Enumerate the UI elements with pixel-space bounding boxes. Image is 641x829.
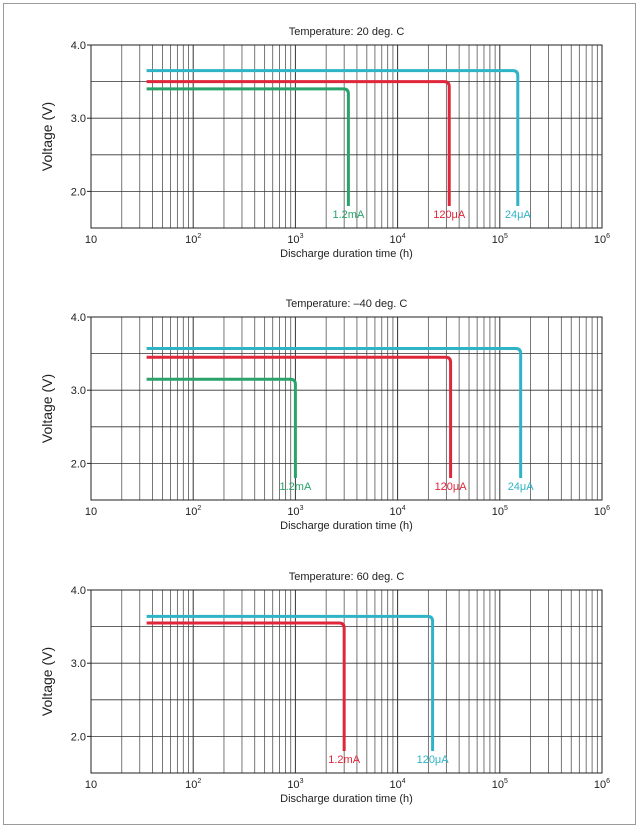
chart-title: Temperature: 20 deg. C — [289, 26, 405, 38]
plot-frame — [90, 44, 603, 229]
x-tick-label: 103 — [287, 505, 303, 518]
y-tick-label: 4.0 — [71, 312, 86, 324]
x-tick-label: 105 — [492, 233, 508, 246]
x-tick-label: 104 — [390, 778, 406, 791]
x-tick-label: 105 — [492, 505, 508, 518]
x-tick-label: 103 — [287, 778, 303, 791]
series-label: 1.2mA — [328, 754, 360, 766]
x-tick-label: 103 — [287, 233, 303, 246]
x-tick-label: 105 — [492, 778, 508, 791]
grid — [91, 590, 602, 773]
series-label: 24μA — [505, 209, 532, 221]
x-tick-label: 10 — [85, 234, 97, 246]
x-tick-label: 106 — [594, 233, 610, 246]
series-label: 1.2mA — [332, 209, 364, 221]
series-label: 1.2mA — [280, 481, 312, 493]
series-label: 120μA — [433, 209, 466, 221]
x-axis-label: Discharge duration time (h) — [280, 520, 413, 532]
x-axis-label: Discharge duration time (h) — [280, 793, 413, 805]
x-tick-label: 102 — [185, 778, 201, 791]
y-tick-label: 3.0 — [71, 385, 86, 397]
plot-frame — [90, 316, 603, 501]
x-tick-label: 102 — [185, 505, 201, 518]
series-line — [146, 355, 453, 479]
x-tick-label: 104 — [390, 233, 406, 246]
y-tick-label: 3.0 — [71, 113, 86, 125]
x-tick-label: 106 — [594, 778, 610, 791]
chart-title: Temperature: 60 deg. C — [289, 571, 405, 583]
series-line — [146, 87, 350, 207]
series-line — [146, 621, 346, 752]
x-tick-label: 102 — [185, 233, 201, 246]
y-tick-label: 2.0 — [71, 458, 86, 470]
series-label: 24μA — [508, 481, 535, 493]
series-line — [146, 80, 451, 207]
y-tick-label: 2.0 — [71, 731, 86, 743]
x-tick-label: 104 — [390, 505, 406, 518]
grid — [91, 45, 602, 228]
x-tick-label: 10 — [85, 779, 97, 791]
series-line — [146, 377, 297, 479]
plot-frame — [90, 589, 603, 774]
x-tick-label: 10 — [85, 506, 97, 518]
series-label: 120μA — [435, 481, 468, 493]
series-line — [146, 614, 435, 752]
y-axis-label: Voltage (V) — [39, 647, 55, 716]
chart-1: Temperature: 20 deg. C 2.0 3.0 4.0 10 102 103 1… — [39, 26, 610, 260]
chart-title: Temperature: –40 deg. C — [286, 298, 408, 310]
x-axis-label: Discharge duration time (h) — [280, 248, 413, 260]
series-line — [146, 69, 520, 207]
y-tick-label: 4.0 — [71, 585, 86, 597]
y-tick-label: 3.0 — [71, 658, 86, 670]
chart-2: Temperature: –40 deg. C 2.0 3.0 4.0 10 102 103… — [39, 298, 610, 532]
series-line — [146, 346, 523, 479]
y-axis-label: Voltage (V) — [39, 102, 55, 171]
x-tick-label: 106 — [594, 505, 610, 518]
y-tick-label: 2.0 — [71, 186, 86, 198]
series-label: 120μA — [417, 754, 450, 766]
chart-3: Temperature: 60 deg. C 2.0 3.0 4.0 10 102 103 1… — [39, 571, 610, 805]
y-axis-label: Voltage (V) — [39, 374, 55, 443]
y-tick-label: 4.0 — [71, 40, 86, 52]
grid — [91, 317, 602, 500]
